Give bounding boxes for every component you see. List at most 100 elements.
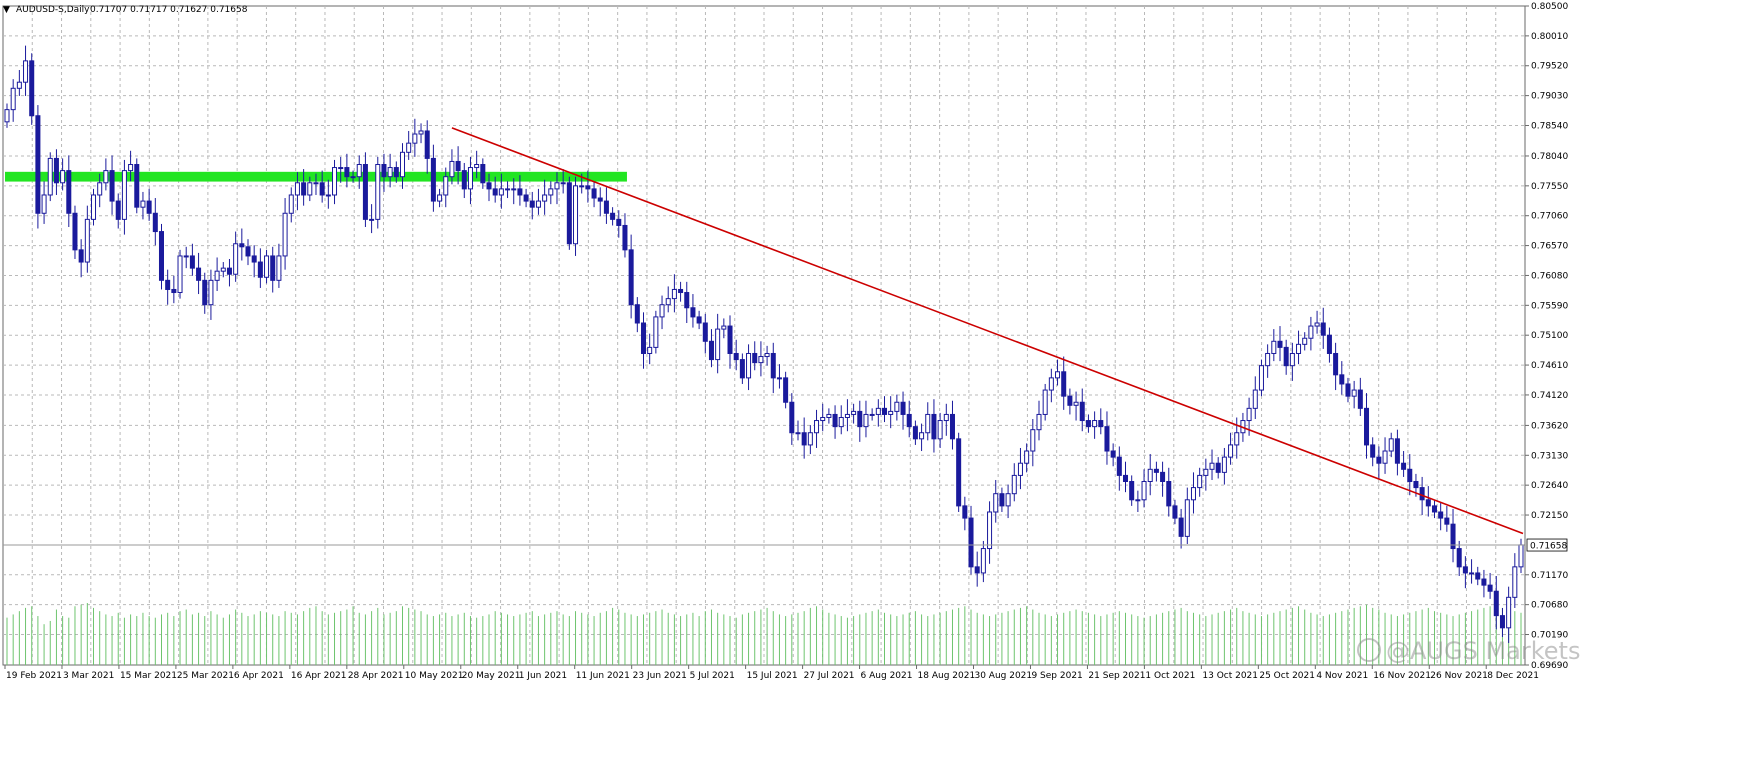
candle-body	[29, 60, 35, 117]
candle	[282, 198, 288, 270]
candle-body	[1277, 340, 1283, 348]
candle	[78, 239, 84, 278]
candle	[91, 188, 97, 226]
x-tick-label: 13 Oct 2021	[1202, 671, 1258, 681]
candle	[455, 146, 461, 185]
candle	[857, 400, 863, 442]
candle	[1166, 467, 1172, 517]
candle-body	[1333, 352, 1339, 376]
candle	[535, 188, 541, 215]
candle-body	[566, 182, 572, 245]
candle	[1055, 359, 1061, 386]
candle	[1456, 540, 1462, 576]
candle	[1011, 463, 1017, 502]
candle-body	[418, 130, 424, 135]
candle-body	[1203, 468, 1209, 476]
candle	[1110, 443, 1116, 467]
candle-body	[640, 322, 647, 354]
candle-body	[1246, 407, 1252, 422]
candle-body	[1339, 374, 1345, 385]
candle	[1258, 359, 1264, 397]
candle	[610, 207, 616, 226]
candle	[152, 198, 158, 246]
candle-body	[795, 432, 801, 435]
candle	[47, 152, 53, 202]
candle	[659, 295, 665, 330]
candle-body	[838, 416, 844, 428]
candle-body	[1036, 413, 1042, 431]
candle-body	[844, 413, 850, 418]
chart-header: ▼ AUDUSD-S,Daily 0.71707 0.71717 0.71627…	[3, 5, 248, 15]
candle	[789, 393, 795, 445]
y-tick-label: 0.75590	[1531, 301, 1568, 311]
candle	[202, 272, 208, 314]
y-tick-label: 0.80500	[1531, 2, 1568, 12]
candle-body	[257, 261, 263, 278]
candle	[467, 156, 473, 205]
candle-body	[319, 182, 325, 196]
candle	[560, 169, 566, 194]
y-tick-label: 0.72150	[1531, 511, 1568, 521]
candle	[715, 313, 721, 374]
candle-body	[399, 151, 406, 178]
x-tick-label: 25 Mar 2021	[177, 671, 234, 681]
candle-body	[1308, 325, 1314, 339]
candle-body	[171, 288, 177, 294]
candle-body	[1073, 401, 1079, 406]
candle	[53, 149, 59, 195]
x-tick-label: 10 May 2021	[405, 671, 464, 681]
candle-body	[912, 426, 918, 440]
candle	[869, 408, 875, 421]
candle-body	[1092, 420, 1098, 428]
candle	[109, 155, 115, 215]
x-tick-label: 19 Feb 2021	[6, 671, 62, 681]
candle	[1153, 461, 1159, 482]
candle	[412, 118, 418, 157]
candle	[121, 159, 127, 235]
candle	[1184, 487, 1190, 544]
candle	[1345, 377, 1351, 403]
candle	[189, 243, 195, 276]
candle-body	[486, 182, 492, 190]
candle-body	[758, 356, 764, 364]
candle-body	[369, 218, 375, 221]
candle	[307, 176, 313, 202]
candle-body	[1030, 429, 1036, 452]
candle-body	[1079, 401, 1085, 422]
candle	[362, 152, 368, 227]
candle	[1296, 330, 1302, 365]
candle	[684, 281, 690, 324]
candle	[814, 409, 820, 448]
candle	[832, 405, 838, 439]
x-tick-label: 25 Oct 2021	[1259, 671, 1315, 681]
candle-body	[1314, 322, 1320, 327]
candle-body	[1061, 371, 1067, 397]
candle	[634, 297, 640, 333]
candle	[313, 173, 319, 195]
candle	[171, 275, 177, 304]
x-tick-label: 21 Sep 2021	[1088, 671, 1145, 681]
candle	[993, 479, 999, 523]
x-tick-label: 3 Mar 2021	[63, 671, 114, 681]
candle	[1042, 383, 1048, 421]
watermark-text: @AUGS Markets	[1386, 637, 1580, 665]
candle	[919, 423, 925, 452]
candle-body	[294, 182, 300, 196]
candle-body	[993, 493, 999, 513]
candle-body	[708, 340, 714, 361]
candle	[974, 551, 980, 587]
candle	[1394, 429, 1400, 476]
candle-body	[35, 115, 41, 214]
candle-body	[4, 109, 10, 123]
candle-body	[307, 182, 313, 196]
candle	[257, 248, 263, 288]
candle	[208, 269, 214, 320]
candle	[968, 505, 974, 575]
candle-body	[214, 270, 220, 281]
symbol-title: AUDUSD-S,Daily	[16, 5, 90, 15]
candle-body	[721, 325, 727, 330]
candle-body	[1085, 420, 1091, 428]
candle-body	[1469, 572, 1475, 575]
